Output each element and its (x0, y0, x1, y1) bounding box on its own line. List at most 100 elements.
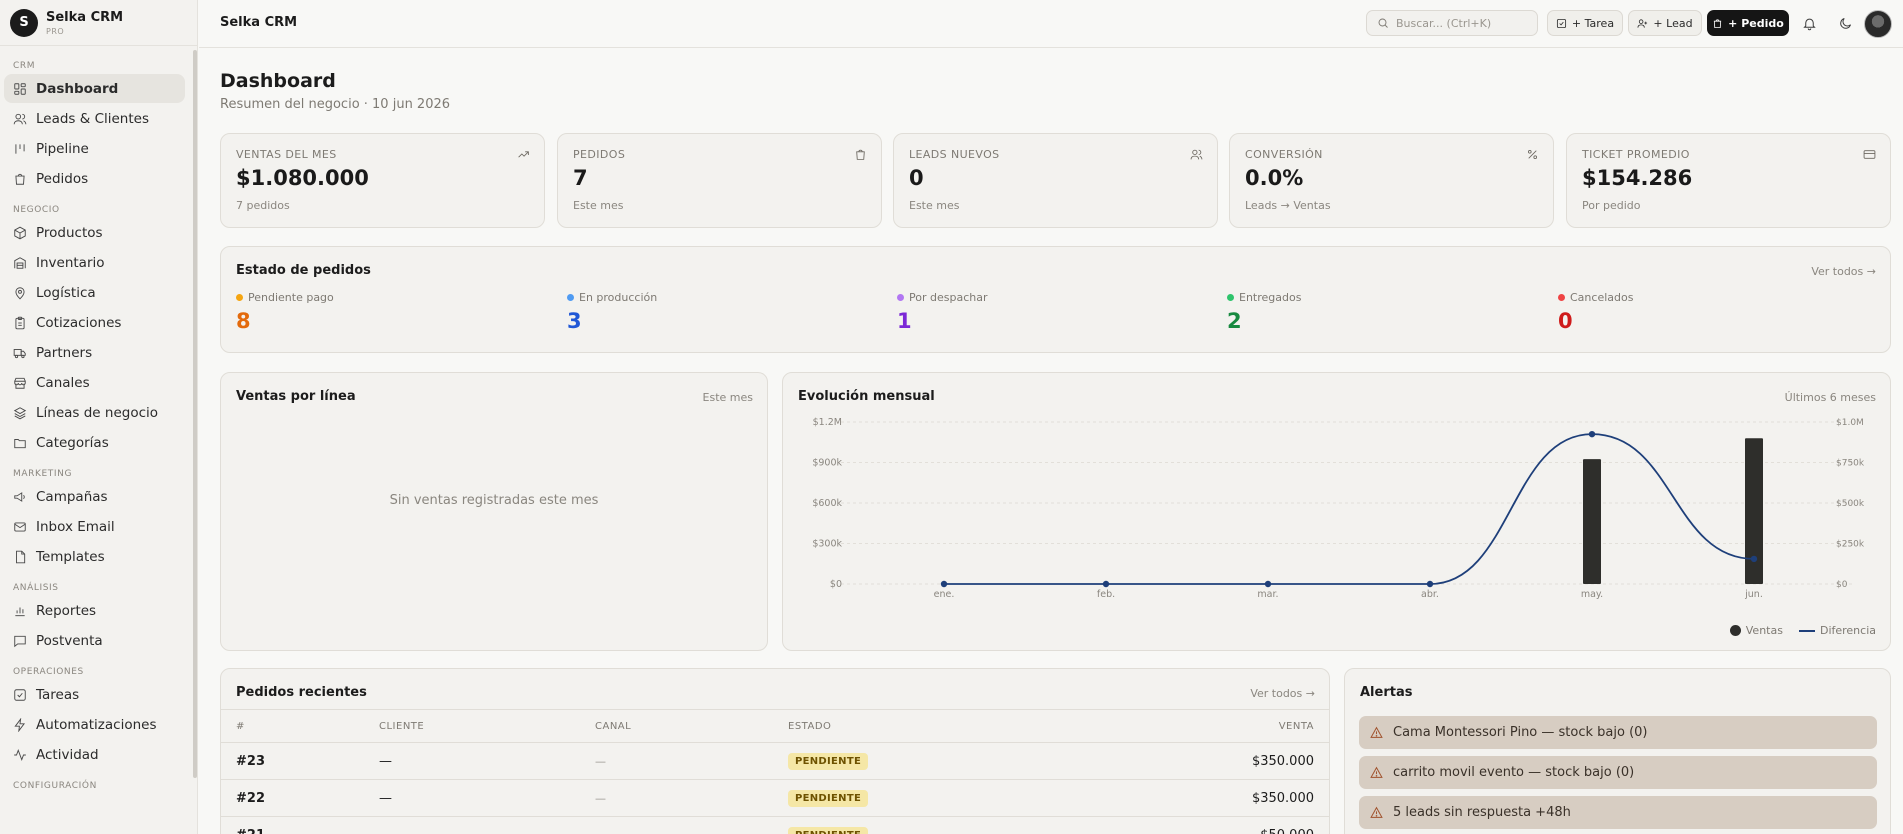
page-title: Dashboard (220, 70, 336, 92)
sidebar-item-automatizaciones[interactable]: Automatizaciones (4, 710, 185, 739)
alerts-title: Alertas (1360, 685, 1413, 700)
kpi-icon-wrap (1526, 148, 1539, 161)
sidebar-item-cotizaciones[interactable]: Cotizaciones (4, 308, 185, 337)
package-icon (14, 226, 26, 239)
bar-ventas (1583, 459, 1601, 584)
sidebar-item-tareas[interactable]: Tareas (4, 680, 185, 709)
status-pendiente-pago[interactable]: Pendiente pago 8 (236, 291, 334, 333)
point-diferencia (1750, 555, 1758, 563)
percent-icon (1528, 150, 1537, 159)
brand[interactable]: S Selka CRM PRO (0, 0, 197, 46)
sidebar-item-campanas[interactable]: Campañas (4, 482, 185, 511)
recent-orders-view-all-link[interactable]: Ver todos → (1250, 687, 1315, 700)
sidebar-item-dashboard[interactable]: Dashboard (4, 74, 185, 103)
status-count: 1 (897, 309, 912, 333)
point-diferencia (1264, 580, 1272, 588)
sidebar-item-actividad[interactable]: Actividad (4, 740, 185, 769)
column-header-venta[interactable]: VENTA (1168, 709, 1329, 743)
alert-item[interactable]: Cama Montessori Pino — stock bajo (0) (1359, 716, 1877, 749)
kpi-icon-wrap (1863, 148, 1876, 161)
column-header-id[interactable]: # (221, 709, 379, 743)
add-lead-button[interactable]: + Lead (1628, 10, 1702, 36)
sidebar-item-logistica[interactable]: Logística (4, 278, 185, 307)
sidebar-item-canales[interactable]: Canales (4, 368, 185, 397)
topbar-title: Selka CRM (220, 15, 298, 30)
y-tick-left: $600k (812, 498, 842, 509)
layers-icon (13, 406, 27, 419)
order-amount: $50.000 (1168, 816, 1329, 834)
add-order-label: + Pedido (1728, 16, 1784, 30)
zap-icon (14, 717, 26, 732)
alert-text: Cama Montessori Pino — stock bajo (0) (1393, 725, 1648, 740)
table-row[interactable]: #21——PENDIENTE$50.000 (221, 816, 1329, 834)
alert-item[interactable]: carrito movil evento — stock bajo (0) (1359, 756, 1877, 789)
sidebar-item-reportes[interactable]: Reportes (4, 596, 185, 625)
theme-toggle[interactable] (1836, 14, 1854, 32)
activity-icon (14, 748, 26, 761)
column-header-canal[interactable]: CANAL (595, 709, 788, 743)
sidebar-item-label: Actividad (36, 746, 99, 763)
chart-legend: Ventas Diferencia (1729, 624, 1876, 637)
kpi-icon-wrap (517, 148, 530, 161)
shopping-bag-icon (1714, 18, 1722, 28)
sidebar-item-leads-clientes[interactable]: Leads & Clientes (4, 104, 185, 133)
order-amount: $350.000 (1168, 779, 1329, 817)
sidebar-section-negocio: NEGOCIO (13, 205, 60, 215)
sidebar-item-productos[interactable]: Productos (4, 218, 185, 247)
bar-chart-icon (15, 607, 25, 616)
sales-by-line-card: Ventas por línea Este mes Sin ventas reg… (220, 372, 768, 651)
sidebar-item-partners[interactable]: Partners (4, 338, 185, 367)
column-header-cliente[interactable]: CLIENTE (379, 709, 595, 743)
status-por-despachar[interactable]: Por despachar 1 (897, 291, 987, 333)
file-icon (16, 550, 26, 563)
users-icon (13, 113, 27, 124)
status-dot (1227, 294, 1234, 301)
recent-orders-title: Pedidos recientes (236, 685, 367, 700)
alert-item[interactable]: 5 leads sin respuesta +48h (1359, 796, 1877, 829)
sidebar-item-postventa[interactable]: Postventa (4, 626, 185, 655)
sales-by-line-title: Ventas por línea (236, 389, 356, 404)
x-tick-label: ene. (934, 589, 955, 600)
y-tick-left: $1.2M (813, 417, 842, 428)
table-row[interactable]: #22— — PENDIENTE $350.000 (221, 779, 1329, 817)
sidebar-item-inventario[interactable]: Inventario (4, 248, 185, 277)
table-row[interactable]: #23— — PENDIENTE $350.000 (221, 742, 1329, 780)
order-status-title: Estado de pedidos (236, 263, 371, 278)
sidebar-item-label: Categorías (36, 434, 109, 451)
notifications-button[interactable] (1800, 14, 1818, 32)
message-square-icon (14, 635, 26, 647)
avatar[interactable] (1864, 10, 1892, 38)
sidebar-item-templates[interactable]: Templates (4, 542, 185, 571)
sidebar-item-inbox-email[interactable]: Inbox Email (4, 512, 185, 541)
add-order-button[interactable]: + Pedido (1707, 10, 1789, 36)
sidebar-item-pipeline[interactable]: Pipeline (4, 134, 185, 163)
kpi-value: $154.286 (1582, 166, 1693, 190)
kpi-card-ventas-del-mes: VENTAS DEL MES $1.080.000 7 pedidos (220, 133, 545, 228)
order-status-view-all-link[interactable]: Ver todos → (1811, 265, 1876, 278)
sidebar-item-categorias[interactable]: Categorías (4, 428, 185, 457)
order-client: — (379, 742, 595, 780)
status-cancelados[interactable]: Cancelados 0 (1558, 291, 1633, 333)
status-badge: PENDIENTE (788, 752, 869, 770)
status-en-produccion[interactable]: En producción 3 (567, 291, 657, 333)
x-tick-label: jun. (1744, 589, 1763, 600)
bell-icon (1802, 18, 1816, 30)
status-label: Entregados (1239, 291, 1302, 304)
truck-icon (13, 348, 26, 358)
add-task-button[interactable]: + Tarea (1547, 10, 1623, 36)
sidebar-item-pedidos[interactable]: Pedidos (4, 164, 185, 193)
user-plus-icon (1637, 18, 1648, 28)
sidebar-item-lineas-de-negocio[interactable]: Líneas de negocio (4, 398, 185, 427)
sidebar-scrollbar[interactable] (193, 50, 197, 778)
column-header-estado[interactable]: ESTADO (788, 709, 1168, 743)
status-entregados[interactable]: Entregados 2 (1227, 291, 1301, 333)
trending-up-icon (518, 151, 529, 158)
sidebar-section-operaciones: OPERACIONES (13, 667, 84, 677)
kpi-label: CONVERSIÓN (1245, 148, 1323, 161)
sidebar-item-label: Inventario (36, 254, 105, 271)
search-input[interactable]: Buscar... (Ctrl+K) (1366, 10, 1538, 36)
legend-swatch-diferencia (1798, 629, 1815, 632)
order-id: #21 (221, 816, 379, 834)
sidebar-item-label: Cotizaciones (36, 314, 122, 331)
status-label: Cancelados (1570, 291, 1634, 304)
